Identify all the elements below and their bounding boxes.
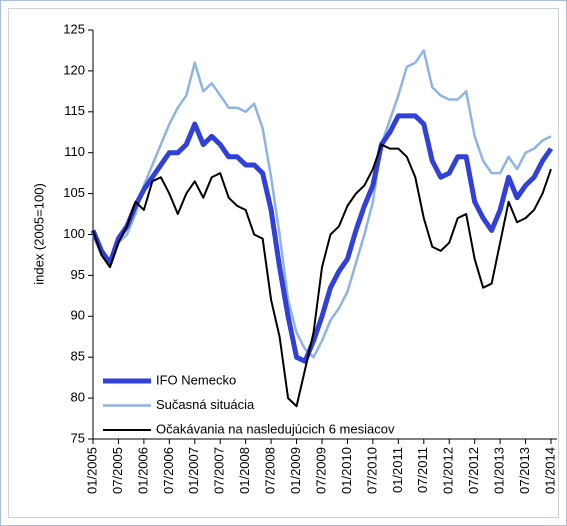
x-tick-label: 07/2005 [110,447,125,494]
y-tick-label: 95 [71,267,85,282]
x-tick-label: 07/2007 [212,447,227,494]
series-line [91,49,552,359]
x-tick-label: 01/2014 [542,447,557,494]
legend-label: Očakávania na nasledujúcich 6 mesiacov [156,421,395,436]
x-tick-label: 01/2009 [288,447,303,494]
x-tick-label: 01/2012 [441,447,456,494]
x-tick-label: 01/2005 [84,447,99,494]
x-tick-label: 07/2008 [263,447,278,494]
y-tick-label: 75 [71,430,85,445]
x-tick-label: 01/2008 [237,447,252,494]
plot-area [93,30,557,439]
y-tick-label: 100 [63,226,85,241]
legend-label: IFO Nemecko [156,372,236,387]
y-tick-label: 125 [63,21,85,36]
y-tick-label: 110 [64,144,85,159]
x-tick-label: 07/2013 [517,447,532,494]
x-tick-label: 07/2009 [313,447,328,494]
y-tick-label: 80 [71,390,85,405]
y-tick-label: 120 [63,62,85,77]
x-tick-label: 07/2010 [364,447,379,494]
x-tick-label: 01/2006 [135,447,150,494]
x-tick-label: 01/2011 [390,447,405,493]
y-tick-label: 115 [64,103,85,118]
x-tick-label: 01/2013 [492,447,507,494]
x-tick-label: 07/2012 [466,447,481,494]
x-tick-label: 01/2010 [339,447,354,494]
y-tick-label: 85 [71,349,85,364]
y-tick-label: 105 [63,185,85,200]
series-line [92,143,552,408]
y-tick-label: 90 [71,308,85,323]
x-tick-label: 07/2011 [415,447,430,493]
x-tick-label: 07/2006 [161,447,176,494]
x-tick-label: 01/2007 [186,447,201,494]
y-axis-label: index (2005=100) [31,183,46,285]
series-line [90,113,554,364]
legend-label: Sučasná situácia [156,397,255,412]
